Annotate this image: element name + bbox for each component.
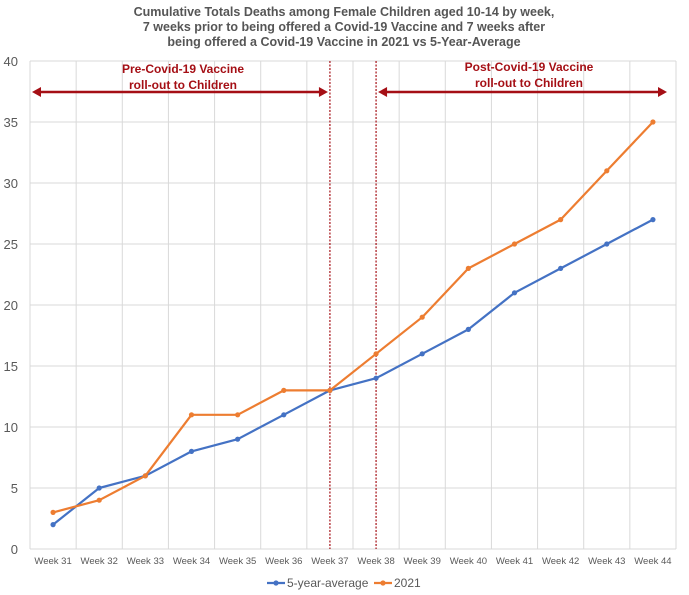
data-point <box>188 448 195 454</box>
post-vaccine-arrow-right-head <box>658 87 667 97</box>
legend-label: 2021 <box>394 576 421 590</box>
data-point <box>650 217 656 223</box>
data-point <box>419 314 425 320</box>
y-tick-label: 40 <box>4 54 18 69</box>
chart-title: Cumulative Totals Deaths among Female Ch… <box>134 5 555 49</box>
y-tick-label: 15 <box>4 359 18 374</box>
data-point <box>327 387 333 393</box>
x-tick-label: Week 43 <box>588 556 625 567</box>
data-point <box>188 412 195 418</box>
series-line-2021 <box>52 121 654 514</box>
x-tick-label: Week 44 <box>634 556 671 567</box>
x-tick-label: Week 31 <box>34 556 71 567</box>
series-lines <box>50 119 656 528</box>
data-point <box>604 168 610 174</box>
x-tick-label: Week 41 <box>496 556 533 567</box>
y-axis-tick-labels: 0 5 10 15 20 25 30 35 40 <box>4 54 18 557</box>
post-vaccine-annotation-line-2: roll-out to Children <box>475 76 583 90</box>
gridlines <box>29 60 677 550</box>
y-tick-label: 20 <box>4 298 18 313</box>
data-point <box>142 473 148 479</box>
data-point <box>419 351 425 357</box>
data-point <box>50 509 56 515</box>
y-tick-label: 35 <box>4 115 18 130</box>
x-tick-label: Week 32 <box>81 556 118 567</box>
x-tick-label: Week 37 <box>311 556 348 567</box>
legend-marker-2021 <box>380 580 386 586</box>
data-point <box>96 485 102 491</box>
data-point <box>281 412 287 418</box>
x-tick-label: Week 35 <box>219 556 256 567</box>
data-point <box>50 522 56 528</box>
data-point <box>235 436 241 442</box>
x-tick-label: Week 34 <box>173 556 210 567</box>
x-tick-label: Week 39 <box>404 556 441 567</box>
data-point <box>373 375 379 381</box>
y-tick-label: 0 <box>11 542 18 557</box>
x-tick-label: Week 33 <box>127 556 164 567</box>
pre-vaccine-annotation-line-2: roll-out to Children <box>129 78 237 92</box>
chart-title-line-1: Cumulative Totals Deaths among Female Ch… <box>134 5 555 19</box>
y-tick-label: 30 <box>4 176 18 191</box>
x-tick-label: Week 36 <box>265 556 302 567</box>
data-point <box>558 217 564 223</box>
x-axis-tick-labels: Week 31 Week 32 Week 33 Week 34 Week 35 Week … <box>34 556 671 567</box>
series-line-5-year-average <box>52 218 654 526</box>
data-point <box>604 241 610 247</box>
annotations: Pre-Covid-19 Vaccine roll-out to Children… <box>32 60 667 97</box>
post-vaccine-annotation-line-1: Post-Covid-19 Vaccine <box>465 60 594 74</box>
legend-label: 5-year-average <box>287 576 369 590</box>
y-tick-label: 25 <box>4 237 18 252</box>
data-point <box>465 326 471 332</box>
legend: 5-year-average 2021 <box>267 576 421 590</box>
x-tick-label: Week 38 <box>357 556 394 567</box>
chart-title-line-3: being offered a Covid-19 Vaccine in 2021… <box>167 35 520 49</box>
chart-title-line-2: 7 weeks prior to being offered a Covid-1… <box>143 20 545 34</box>
data-point <box>373 351 379 357</box>
data-point <box>465 265 471 271</box>
y-tick-label: 10 <box>4 420 18 435</box>
data-point <box>511 290 518 296</box>
data-point <box>96 497 102 503</box>
x-tick-label: Week 40 <box>450 556 487 567</box>
data-point <box>281 387 287 393</box>
y-tick-label: 5 <box>11 481 18 496</box>
vaccine-rollout-dividers <box>329 61 377 549</box>
data-point <box>558 265 564 271</box>
x-tick-label: Week 42 <box>542 556 579 567</box>
data-point <box>511 241 518 247</box>
pre-vaccine-arrow-right-head <box>318 87 328 97</box>
legend-marker-5-year-average <box>273 580 279 586</box>
data-point <box>235 412 241 418</box>
pre-vaccine-arrow-left-head <box>32 87 41 97</box>
data-point <box>650 119 656 125</box>
pre-vaccine-annotation-line-1: Pre-Covid-19 Vaccine <box>122 62 244 76</box>
post-vaccine-arrow-left-head <box>378 87 388 97</box>
